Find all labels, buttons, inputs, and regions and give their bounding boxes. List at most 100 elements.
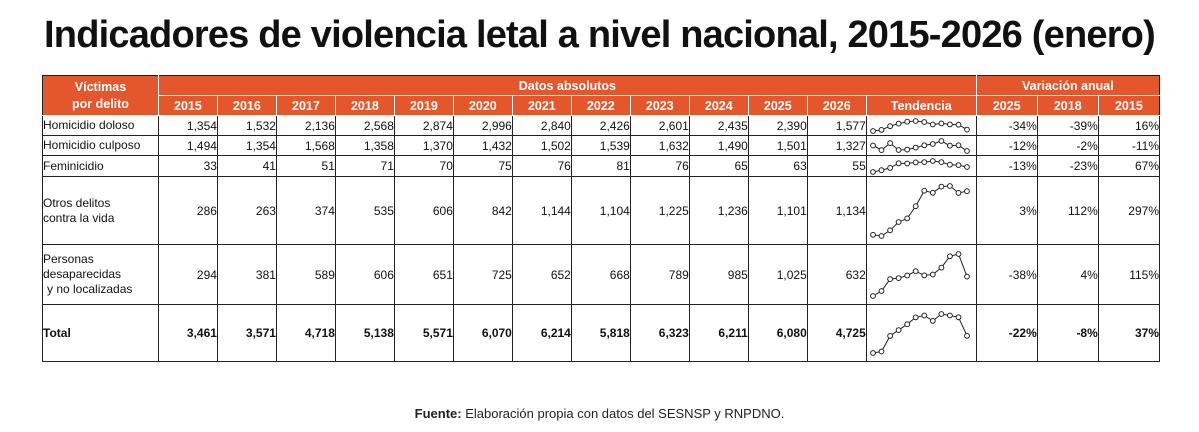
value-cell-2017: 2,136 <box>275 115 336 136</box>
table-row: Homicidio culposo 1,494 1,354 1,568 1,358 1,3… <box>42 135 1161 156</box>
value-cell-2018: 2,568 <box>334 115 395 136</box>
sparkline-point <box>886 122 893 129</box>
sparkline-point <box>946 312 953 318</box>
trend-cell <box>865 155 977 177</box>
sparkline-point <box>878 348 885 354</box>
sparkline-point <box>904 272 910 278</box>
value-cell-2023: 1,225 <box>629 176 690 245</box>
value-cell-2022: 5,818 <box>570 304 631 362</box>
year-header-2021: 2021 <box>511 95 572 116</box>
sparkline-point <box>946 252 953 259</box>
variation-cell-2018: 4% <box>1036 244 1099 305</box>
value-cell-2024: 1,236 <box>688 176 749 245</box>
sparkline <box>869 137 970 154</box>
sparkline-line <box>872 312 968 353</box>
value-cell-2020: 75 <box>452 155 513 177</box>
row-label: Homicidio culposo <box>42 135 159 156</box>
header-row-years: 2015 2016 2017 2018 2019 2020 2021 2022 2023 2024… <box>43 95 1161 116</box>
sparkline-point <box>912 117 919 124</box>
sparkline-point <box>912 267 919 274</box>
sparkline-point <box>963 273 970 280</box>
sparkline-point <box>912 314 919 320</box>
year-header-2015: 2015 <box>157 95 218 116</box>
sparkline-point <box>904 320 910 327</box>
tendencia-header: Tendencia <box>865 95 977 116</box>
row-label: Total <box>42 304 159 362</box>
sparkline-point <box>955 161 962 168</box>
sparkline-point <box>963 126 970 133</box>
variation-cell-2015: 297% <box>1097 176 1161 245</box>
value-cell-2018: 71 <box>334 155 395 177</box>
sparkline-point <box>878 287 885 294</box>
sparkline-point <box>963 163 970 170</box>
sparkline-point <box>878 166 885 173</box>
value-cell-2025: 63 <box>747 155 808 177</box>
sparkline-point <box>955 121 962 128</box>
value-cell-2022: 668 <box>570 244 631 305</box>
year-header-2026: 2026 <box>806 95 867 116</box>
value-cell-2016: 1,354 <box>216 135 277 156</box>
variation-cell-2018: 112% <box>1036 176 1099 245</box>
value-cell-2024: 65 <box>688 155 749 177</box>
row-label-line: Feminicidio <box>43 158 104 173</box>
value-cell-2017: 51 <box>275 155 336 177</box>
victimas-label: Víctimas <box>74 79 127 94</box>
row-label-line: Total <box>43 325 71 340</box>
sparkline-point <box>886 275 893 282</box>
indicators-table: Víctimas por delito Datos absolutos Vari… <box>42 75 1161 362</box>
variation-cell-2025: -22% <box>975 304 1038 362</box>
sparkline-point <box>938 158 945 165</box>
value-cell-2016: 381 <box>216 244 277 305</box>
sparkline-point <box>904 215 910 221</box>
year-header-2018: 2018 <box>334 95 395 116</box>
sparkline-point <box>895 274 902 281</box>
value-cell-2019: 2,874 <box>393 115 454 136</box>
value-cell-2019: 651 <box>393 244 454 305</box>
sparkline-point <box>895 120 902 126</box>
variation-cell-2025: -12% <box>975 135 1038 156</box>
datos-absolutos-header: Datos absolutos <box>157 75 977 96</box>
value-cell-2025: 6,080 <box>747 304 808 362</box>
sparkline-point <box>904 146 910 153</box>
trend-cell <box>865 176 977 245</box>
sparkline-point <box>869 142 876 148</box>
value-cell-2026: 55 <box>806 155 867 177</box>
year-header-2017: 2017 <box>275 95 336 116</box>
year-header-2020: 2020 <box>452 95 513 116</box>
variation-cell-2015: 115% <box>1097 244 1161 305</box>
value-cell-2026: 632 <box>806 244 867 305</box>
value-cell-2020: 842 <box>452 176 513 245</box>
sparkline-line <box>872 184 967 237</box>
value-cell-2015: 286 <box>157 176 218 245</box>
sparkline-point <box>946 182 953 189</box>
value-cell-2015: 3,461 <box>157 304 218 362</box>
victimas-header: Víctimas por delito <box>42 75 159 116</box>
year-header-2016: 2016 <box>216 95 277 116</box>
variation-cell-2015: 16% <box>1097 115 1161 136</box>
trend-cell <box>865 115 977 136</box>
row-label-line: Otros delitos <box>43 195 111 210</box>
year-header-2019: 2019 <box>393 95 454 116</box>
table-row: Otros delitos contra la vida 286 263 374 535 6… <box>42 176 1161 245</box>
sparkline-point <box>938 264 945 271</box>
value-cell-2015: 1,354 <box>157 115 218 136</box>
sparkline-point <box>946 121 953 127</box>
value-cell-2019: 606 <box>393 176 454 245</box>
variation-cell-2018: -23% <box>1036 155 1099 177</box>
sparkline <box>869 117 970 134</box>
value-cell-2019: 70 <box>393 155 454 177</box>
value-cell-2022: 1,539 <box>570 135 631 156</box>
sparkline-point <box>929 140 936 147</box>
year-header-2024: 2024 <box>688 95 749 116</box>
value-cell-2026: 4,725 <box>806 304 867 362</box>
table-row: Total 3,461 3,571 4,718 5,138 5,571 6,070 6,214… <box>42 304 1161 362</box>
variation-cell-2025: -13% <box>975 155 1038 177</box>
value-cell-2023: 6,323 <box>629 304 690 362</box>
row-label: Otros delitos contra la vida <box>42 176 159 245</box>
sparkline-point <box>921 158 927 165</box>
value-cell-2021: 1,502 <box>511 135 572 156</box>
sparkline-point <box>886 139 893 146</box>
row-label-line: contra la vida <box>43 210 115 225</box>
sparkline-point <box>878 146 885 153</box>
value-cell-2026: 1,134 <box>806 176 867 245</box>
